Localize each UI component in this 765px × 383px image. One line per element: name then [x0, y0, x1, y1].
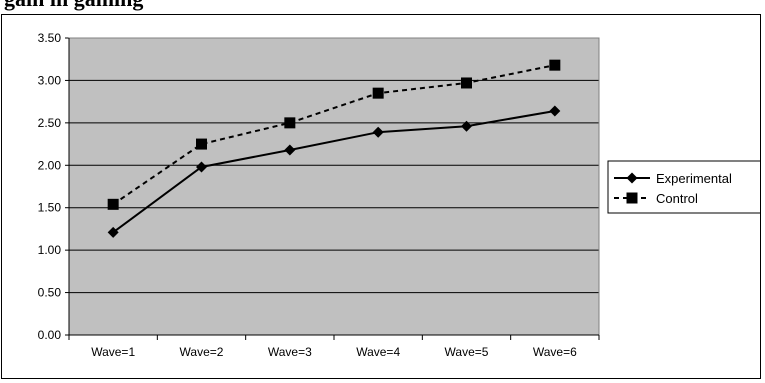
x-tick-label: Wave=1 [91, 345, 135, 359]
x-tick-label: Wave=2 [180, 345, 224, 359]
y-tick-label: 3.00 [38, 73, 62, 87]
y-tick-label: 3.50 [38, 31, 62, 45]
data-point-experimental [372, 126, 384, 138]
legend-box [607, 160, 762, 214]
plot-area: 0.00 0.50 1.00 1.50 2.00 2.50 3.00 3.50 Wave=1 Wa… [38, 31, 600, 359]
y-tick-label: 0.00 [38, 328, 62, 342]
legend-marker-experimental [626, 172, 638, 184]
data-point-experimental [549, 105, 561, 117]
data-point-control [196, 138, 207, 150]
line-chart: 0.00 0.50 1.00 1.50 2.00 2.50 3.00 3.50 Wave=1 Wa… [38, 31, 762, 359]
data-point-experimental [196, 161, 207, 173]
x-tick-label: Wave=6 [533, 345, 577, 359]
chart-title-strip: gain in gaming [0, 0, 765, 14]
data-point-control [107, 198, 119, 210]
y-tick-label: 1.50 [38, 201, 62, 215]
series-line-experimental [112, 109, 556, 234]
legend-label-experimental: Experimental [656, 171, 732, 186]
legend-marker-control [626, 192, 638, 204]
x-tick-label: Wave=3 [268, 345, 312, 359]
legend: Experimental Control [607, 160, 762, 214]
y-tick-label: 2.50 [38, 116, 62, 130]
legend-label-control: Control [656, 191, 698, 206]
data-point-experimental [284, 144, 296, 156]
data-point-control [549, 59, 561, 71]
data-point-control [372, 87, 384, 99]
x-tick-label: Wave=5 [445, 345, 489, 359]
plot-background [69, 38, 599, 335]
data-point-experimental [107, 226, 119, 238]
y-tick-label: 2.00 [38, 158, 62, 172]
chart-title: gain in gaming [4, 0, 143, 12]
x-tick-label: Wave=4 [356, 345, 400, 359]
y-tick-label: 0.50 [38, 286, 62, 300]
chart-frame: 0.00 0.50 1.00 1.50 2.00 2.50 3.00 3.50 Wave=1 Wa… [1, 14, 762, 379]
series-line-control [112, 64, 556, 206]
data-point-experimental [461, 120, 472, 132]
data-point-control [284, 117, 296, 129]
y-tick-label: 1.00 [38, 243, 62, 257]
data-point-control [461, 77, 472, 89]
